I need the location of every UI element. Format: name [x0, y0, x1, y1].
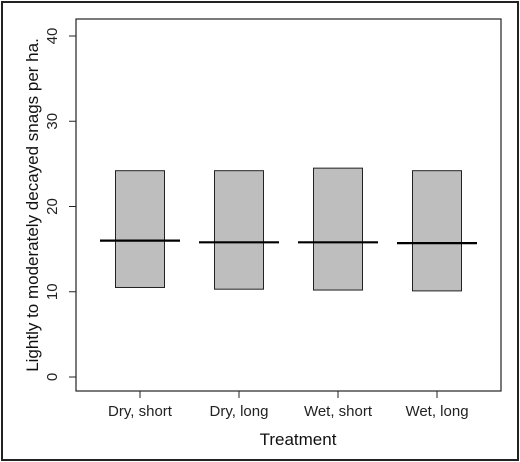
x-tick-label-3: Wet, short — [304, 403, 373, 420]
bar-4 — [412, 170, 462, 292]
bar-3 — [313, 167, 363, 291]
y-tick-label-4: 30 — [44, 113, 61, 130]
bar-1 — [115, 170, 165, 288]
x-tick-label-4: Wet, long — [405, 403, 468, 420]
x-axis: Dry, short Dry, long Wet, short Wet, long — [108, 390, 469, 420]
y-tick-label-1: 0 — [44, 373, 61, 381]
y-tick-label-3: 20 — [44, 198, 61, 215]
y-axis: 0 10 20 30 40 — [44, 28, 77, 381]
x-axis-title: Treatment — [260, 430, 337, 449]
bars-layer — [100, 167, 477, 292]
y-axis-title: Lightly to moderately decayed snags per … — [23, 38, 42, 372]
bar-2 — [214, 170, 264, 290]
y-tick-label-2: 10 — [44, 283, 61, 300]
y-tick-label-5: 40 — [44, 28, 61, 45]
x-tick-label-1: Dry, short — [108, 403, 173, 420]
x-tick-label-2: Dry, long — [210, 403, 269, 420]
